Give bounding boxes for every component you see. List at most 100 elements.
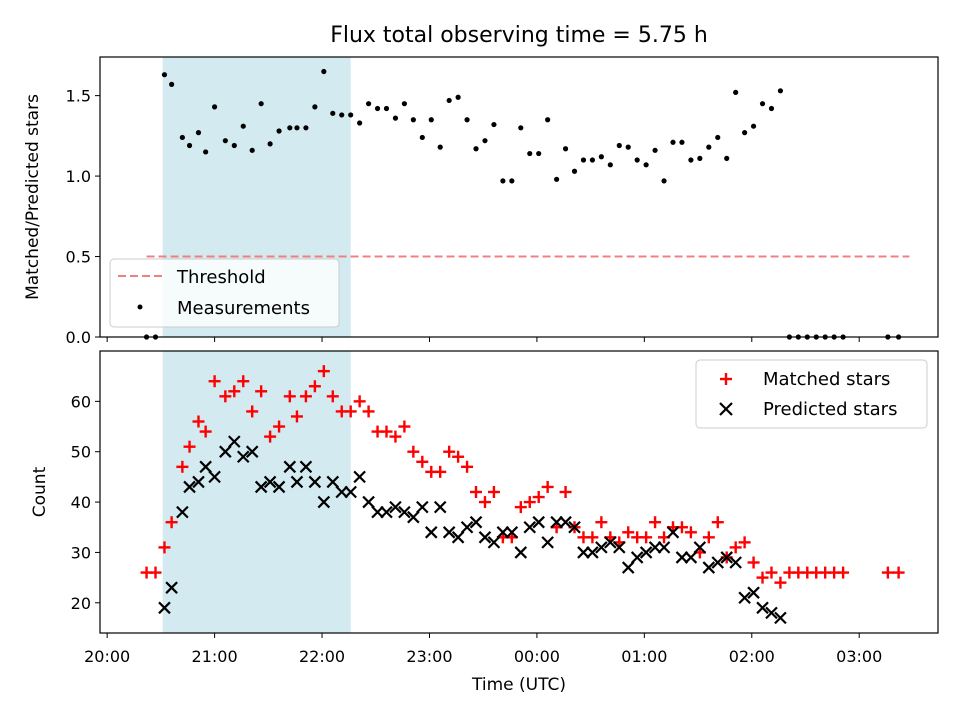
matched-star-point	[398, 420, 411, 433]
predicted-star-point	[398, 505, 411, 519]
predicted-star-point	[621, 561, 635, 574]
measurement-point	[616, 142, 622, 149]
measurement-point	[419, 134, 425, 141]
matched-star-point	[622, 526, 635, 539]
matched-star-point	[326, 390, 339, 403]
x-tick-label: 21:00	[192, 647, 238, 666]
measurement-point	[688, 157, 694, 163]
measurement-point	[348, 112, 354, 118]
measurement-point	[383, 105, 390, 112]
matched-star-point	[407, 445, 420, 458]
measurement-point	[203, 149, 209, 155]
matched-star-point	[317, 365, 330, 378]
matched-star-point	[702, 531, 715, 544]
predicted-star-point	[666, 526, 680, 539]
measurement-point	[670, 139, 676, 145]
measurement-point	[509, 178, 515, 184]
legend-matched-label: Matched stars	[763, 369, 890, 390]
matched-star-point	[165, 516, 178, 529]
predicted-star-point	[738, 591, 751, 605]
matched-star-point	[837, 566, 850, 579]
panel-count: 20 30 40 50 60 20:00 21:00 22:00 23:00 00:00 01:0…	[30, 350, 939, 695]
predicted-star-point	[478, 531, 492, 544]
matched-star-point	[478, 496, 491, 509]
matched-star-point	[765, 566, 778, 579]
measurement-point	[562, 146, 569, 152]
matched-star-point	[219, 390, 232, 403]
predicted-star-point	[416, 500, 429, 514]
measurement-point	[249, 147, 255, 153]
matched-star-point	[199, 425, 212, 438]
matched-star-point	[684, 526, 697, 539]
x-tick-label: 20:00	[84, 647, 130, 666]
measurement-point	[759, 101, 766, 107]
measurement-point	[500, 178, 506, 184]
measurement-point	[589, 157, 596, 163]
predicted-star-point	[407, 510, 420, 524]
predicted-star-point	[711, 556, 725, 569]
x-tick-label: 22:00	[299, 647, 345, 666]
y-tick-label-count: 20	[71, 594, 91, 613]
matched-star-point	[756, 571, 769, 584]
x-axis-label: Time (UTC)	[471, 675, 566, 695]
measurement-point	[464, 117, 470, 123]
measurement-point	[195, 130, 202, 136]
measurement-point	[777, 88, 784, 94]
measurement-point	[482, 138, 488, 144]
predicted-star-point	[541, 536, 554, 549]
predicted-star-point	[747, 586, 760, 599]
measurement-point	[179, 134, 185, 141]
predicted-star-point	[433, 500, 447, 514]
matched-star-point	[443, 445, 456, 458]
predicted-star-point	[254, 480, 268, 494]
matched-star-point	[183, 440, 196, 453]
matched-star-point	[452, 450, 465, 463]
predicted-star-point	[371, 505, 384, 519]
measurement-point	[392, 115, 399, 121]
x-tick-label: 23:00	[406, 647, 452, 666]
panel-ratio: 0.0 0.5 1.0 1.5 Matched/Predicted stars Thr…	[23, 56, 939, 347]
measurement-point	[554, 176, 560, 182]
matched-star-point	[541, 480, 554, 493]
predicted-star-point	[335, 485, 349, 499]
predicted-star-point	[353, 470, 366, 484]
predicted-star-point	[648, 541, 662, 554]
predicted-star-point	[487, 536, 501, 549]
matched-star-point	[208, 375, 221, 388]
x-tick-label: 01:00	[621, 647, 667, 666]
predicted-star-point	[559, 515, 572, 529]
predicted-star-point	[577, 546, 590, 559]
predicted-star-point	[219, 445, 232, 458]
predicted-star-point	[720, 551, 733, 564]
predicted-star-point	[514, 546, 528, 559]
matched-star-point	[586, 531, 599, 544]
measurement-point	[491, 121, 497, 128]
measurement-point	[428, 117, 434, 123]
measurement-point	[661, 178, 667, 184]
legend-threshold-label: Threshold	[176, 267, 266, 288]
predicted-star-point	[568, 520, 581, 534]
predicted-star-point	[176, 505, 189, 519]
matched-star-point	[532, 491, 545, 504]
predicted-star-point	[657, 541, 671, 554]
predicted-star-point	[362, 495, 375, 509]
measurement-point	[679, 139, 685, 145]
matched-star-point	[237, 375, 250, 388]
matched-star-point	[640, 531, 653, 544]
matched-star-point	[299, 390, 312, 403]
predicted-star-point	[283, 460, 297, 474]
matched-star-point	[176, 460, 189, 473]
predicted-star-point	[523, 520, 537, 534]
matched-star-point	[434, 465, 447, 478]
matched-star-point	[774, 576, 787, 589]
predicted-star-point	[208, 470, 221, 484]
predicted-star-point	[702, 561, 716, 574]
measurement-point	[303, 125, 309, 131]
predicted-star-point	[612, 541, 626, 554]
measurement-point	[357, 120, 363, 126]
legend-measurements-swatch	[137, 304, 143, 310]
measurement-point	[410, 117, 416, 123]
measurement-point	[643, 162, 649, 168]
measurement-point	[294, 125, 300, 131]
measurement-point	[598, 154, 604, 160]
